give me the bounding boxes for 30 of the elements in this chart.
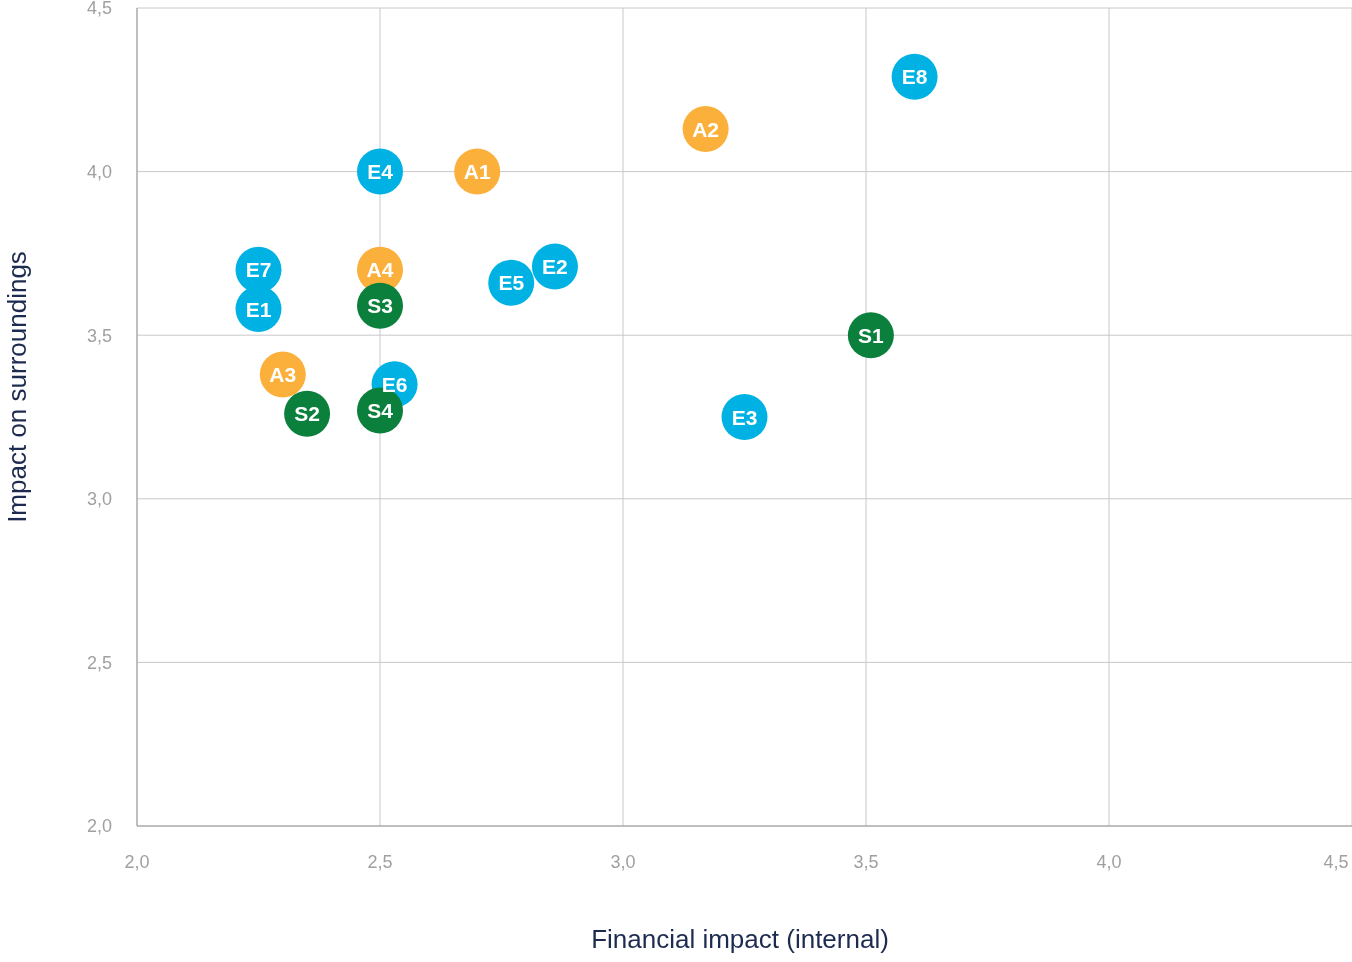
annotation: A2 bbox=[692, 117, 720, 141]
annotation: S1 bbox=[858, 323, 885, 347]
y-tick-label: 3,0 bbox=[86, 489, 112, 510]
x-tick-label: 3,5 bbox=[853, 852, 879, 872]
x-tick-label: 2,0 bbox=[124, 852, 150, 872]
x-axis-title: Financial impact (internal) bbox=[591, 924, 889, 954]
annotation: E4 bbox=[367, 160, 394, 184]
annotation: A1 bbox=[463, 160, 491, 184]
y-axis-title: Impact on surroundings bbox=[2, 251, 32, 523]
x-tick-label: 3,0 bbox=[610, 852, 636, 872]
annotation: E6 bbox=[381, 372, 408, 396]
x-tick-label: 4,5 bbox=[1323, 852, 1349, 872]
annotation: E7 bbox=[245, 258, 272, 282]
x-tick-label: 4,0 bbox=[1096, 852, 1122, 872]
annotation: S4 bbox=[367, 399, 394, 423]
y-tick-label: 3,5 bbox=[86, 325, 112, 346]
annotation: E8 bbox=[901, 65, 928, 89]
annotation: S3 bbox=[367, 294, 393, 318]
y-tick-label: 2,0 bbox=[86, 816, 112, 837]
y-tick-label: 4,5 bbox=[86, 0, 112, 19]
annotation: E3 bbox=[731, 405, 758, 429]
annotation: A4 bbox=[366, 258, 394, 282]
x-tick-label: 2,5 bbox=[367, 852, 393, 872]
annotation: E5 bbox=[498, 271, 525, 295]
annotation: E2 bbox=[542, 255, 568, 279]
y-tick-label: 4,0 bbox=[86, 161, 112, 182]
annotation: A3 bbox=[269, 363, 297, 387]
annotation: S2 bbox=[294, 402, 320, 426]
y-tick-label: 2,5 bbox=[86, 652, 112, 673]
annotation: E1 bbox=[245, 297, 272, 321]
